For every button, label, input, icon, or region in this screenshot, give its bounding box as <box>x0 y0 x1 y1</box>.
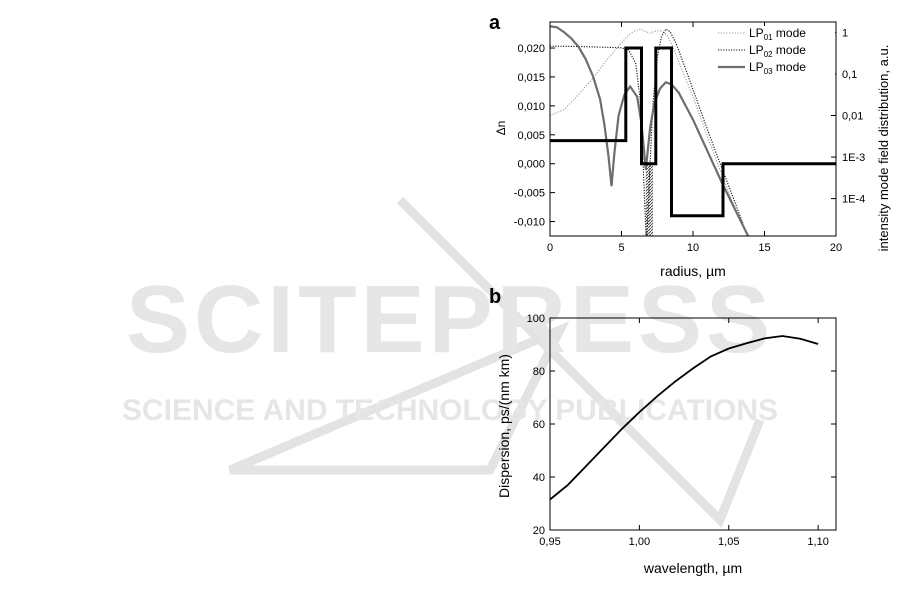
x-tick-label: 1,05 <box>718 536 739 548</box>
panel-b-plot-area: 0,95 1,00 1,05 1,10 20 40 60 80 100 <box>527 313 837 548</box>
y-tick-label: 0,000 <box>517 159 545 171</box>
y-tick-label: -0,005 <box>514 188 545 200</box>
x-tick-label: 1,00 <box>629 536 650 548</box>
y-right-tick-label: 0,1 <box>842 69 857 81</box>
y-tick-label: 60 <box>533 419 545 431</box>
x-tick-label: 5 <box>618 242 624 254</box>
y-tick-label: 0,015 <box>517 72 545 84</box>
y-tick-label: 40 <box>533 472 545 484</box>
y-tick-label: 0,020 <box>517 43 545 55</box>
panel-b-frame <box>549 317 837 531</box>
x-tick-label: 10 <box>687 242 699 254</box>
x-tick-label: 15 <box>758 242 770 254</box>
panel-b-ylabel: Dispersion, ps/(nm km) <box>496 354 512 498</box>
panel-a: a 0 5 10 15 20 -0,010 -0,005 0,000 0,005 0,010 0,0… <box>489 12 891 279</box>
legend-label: LP03 mode <box>749 60 806 76</box>
y-right-tick-label: 1E-3 <box>842 152 865 164</box>
x-tick-label: 20 <box>830 242 842 254</box>
y-right-tick-label: 1E-4 <box>842 194 865 206</box>
panel-a-plot-area <box>550 25 836 236</box>
panel-a-label: a <box>489 12 501 34</box>
y-tick-label: 0,005 <box>517 130 545 142</box>
x-tick-label: 0 <box>547 242 553 254</box>
panel-a-ylabel-right: intensity mode field distribution, a.u. <box>876 45 891 252</box>
y-right-tick-label: 1 <box>842 27 848 39</box>
legend-bg <box>711 43 835 58</box>
panel-a-xlabel: radius, µm <box>660 263 726 279</box>
y-tick-label: 80 <box>533 366 545 378</box>
y-tick-label: -0,010 <box>514 217 545 229</box>
legend-label: LP01 mode <box>749 26 806 42</box>
legend-bg <box>711 26 835 41</box>
series-line-lp01 <box>550 28 749 236</box>
y-right-tick-label: 0,01 <box>842 110 863 122</box>
panel-b-label: b <box>489 286 501 308</box>
y-tick-label: 100 <box>527 313 545 325</box>
legend-label: LP02 mode <box>749 43 806 59</box>
hatch-region <box>645 163 653 236</box>
x-tick-label: 1,10 <box>807 536 828 548</box>
panel-b-xlabel: wavelength, µm <box>643 560 742 576</box>
x-tick-label: 0,95 <box>539 536 560 548</box>
y-tick-label: 0,010 <box>517 101 545 113</box>
panel-a-ylabel-left: Δn <box>494 121 508 136</box>
legend-bg <box>711 60 835 75</box>
index-profile-line <box>550 46 836 218</box>
series-line-lp02 <box>550 28 744 236</box>
dispersion-line <box>549 335 819 501</box>
y-tick-label: 20 <box>533 525 545 537</box>
series-line-lp03 <box>550 25 750 236</box>
panel-b: b 0,95 1,00 1,05 1,10 20 40 60 80 100 wavelength… <box>489 286 837 576</box>
